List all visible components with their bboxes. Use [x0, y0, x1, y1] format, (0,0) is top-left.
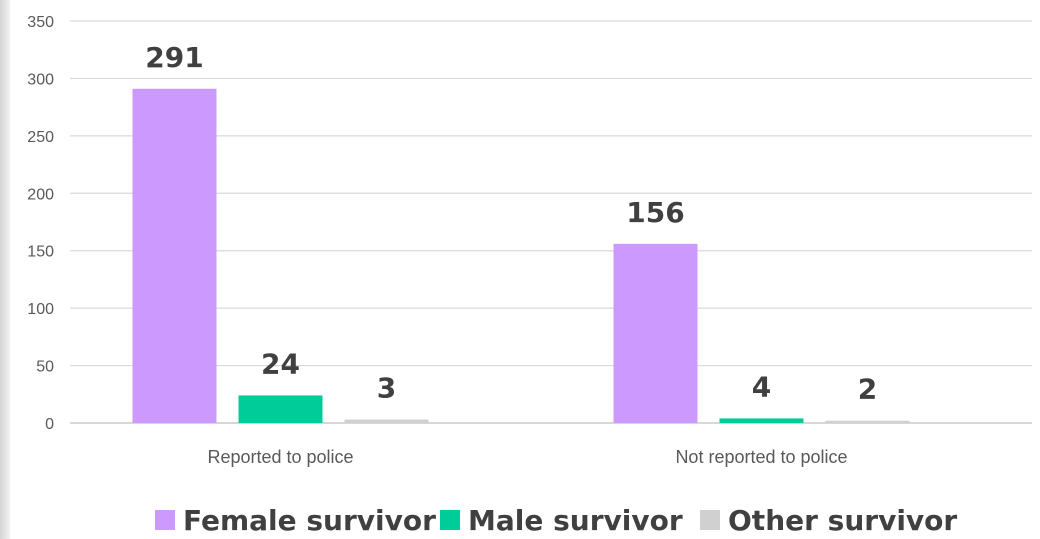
gridlines: [70, 20, 1032, 424]
y-tick-label: 200: [27, 186, 54, 203]
y-tick-label: 250: [27, 129, 54, 146]
y-tick-label: 100: [27, 301, 54, 318]
data-label: 3: [377, 372, 396, 405]
data-label: 24: [261, 347, 300, 380]
legend-swatch: [155, 510, 175, 530]
data-label: 4: [752, 370, 771, 403]
category-labels: Reported to police Not reported to police: [207, 447, 847, 467]
legend: Female survivor Male survivor Other surviv…: [155, 504, 957, 537]
bar-female-survivor-0: [132, 88, 217, 423]
bar-other-survivor-1: [825, 420, 910, 423]
y-tick-label: 0: [45, 416, 54, 433]
category-label: Reported to police: [207, 447, 353, 467]
y-tick-label: 350: [27, 14, 54, 31]
y-tick-label: 50: [36, 359, 54, 376]
data-label: 156: [626, 196, 684, 229]
bar-female-survivor-1: [613, 243, 698, 423]
data-label: 2: [858, 373, 877, 406]
left-frame-edge: [0, 0, 10, 539]
legend-swatch: [700, 510, 720, 530]
y-tick-label: 150: [27, 244, 54, 261]
data-labels: 291 24 3 156 4 2: [145, 41, 877, 406]
bars: [132, 88, 910, 423]
bar-male-survivor-1: [719, 418, 804, 423]
legend-swatch: [440, 510, 460, 530]
category-label: Not reported to police: [675, 447, 847, 467]
legend-label: Other survivor: [728, 504, 957, 537]
bar-male-survivor-0: [238, 395, 323, 423]
legend-label: Female survivor: [183, 504, 436, 537]
y-tick-label: 300: [27, 71, 54, 88]
bar-other-survivor-0: [344, 419, 429, 423]
data-label: 291: [145, 41, 203, 74]
y-axis-ticks: 0 50 100 150 200 250 300 350: [27, 14, 54, 433]
legend-label: Male survivor: [468, 504, 683, 537]
